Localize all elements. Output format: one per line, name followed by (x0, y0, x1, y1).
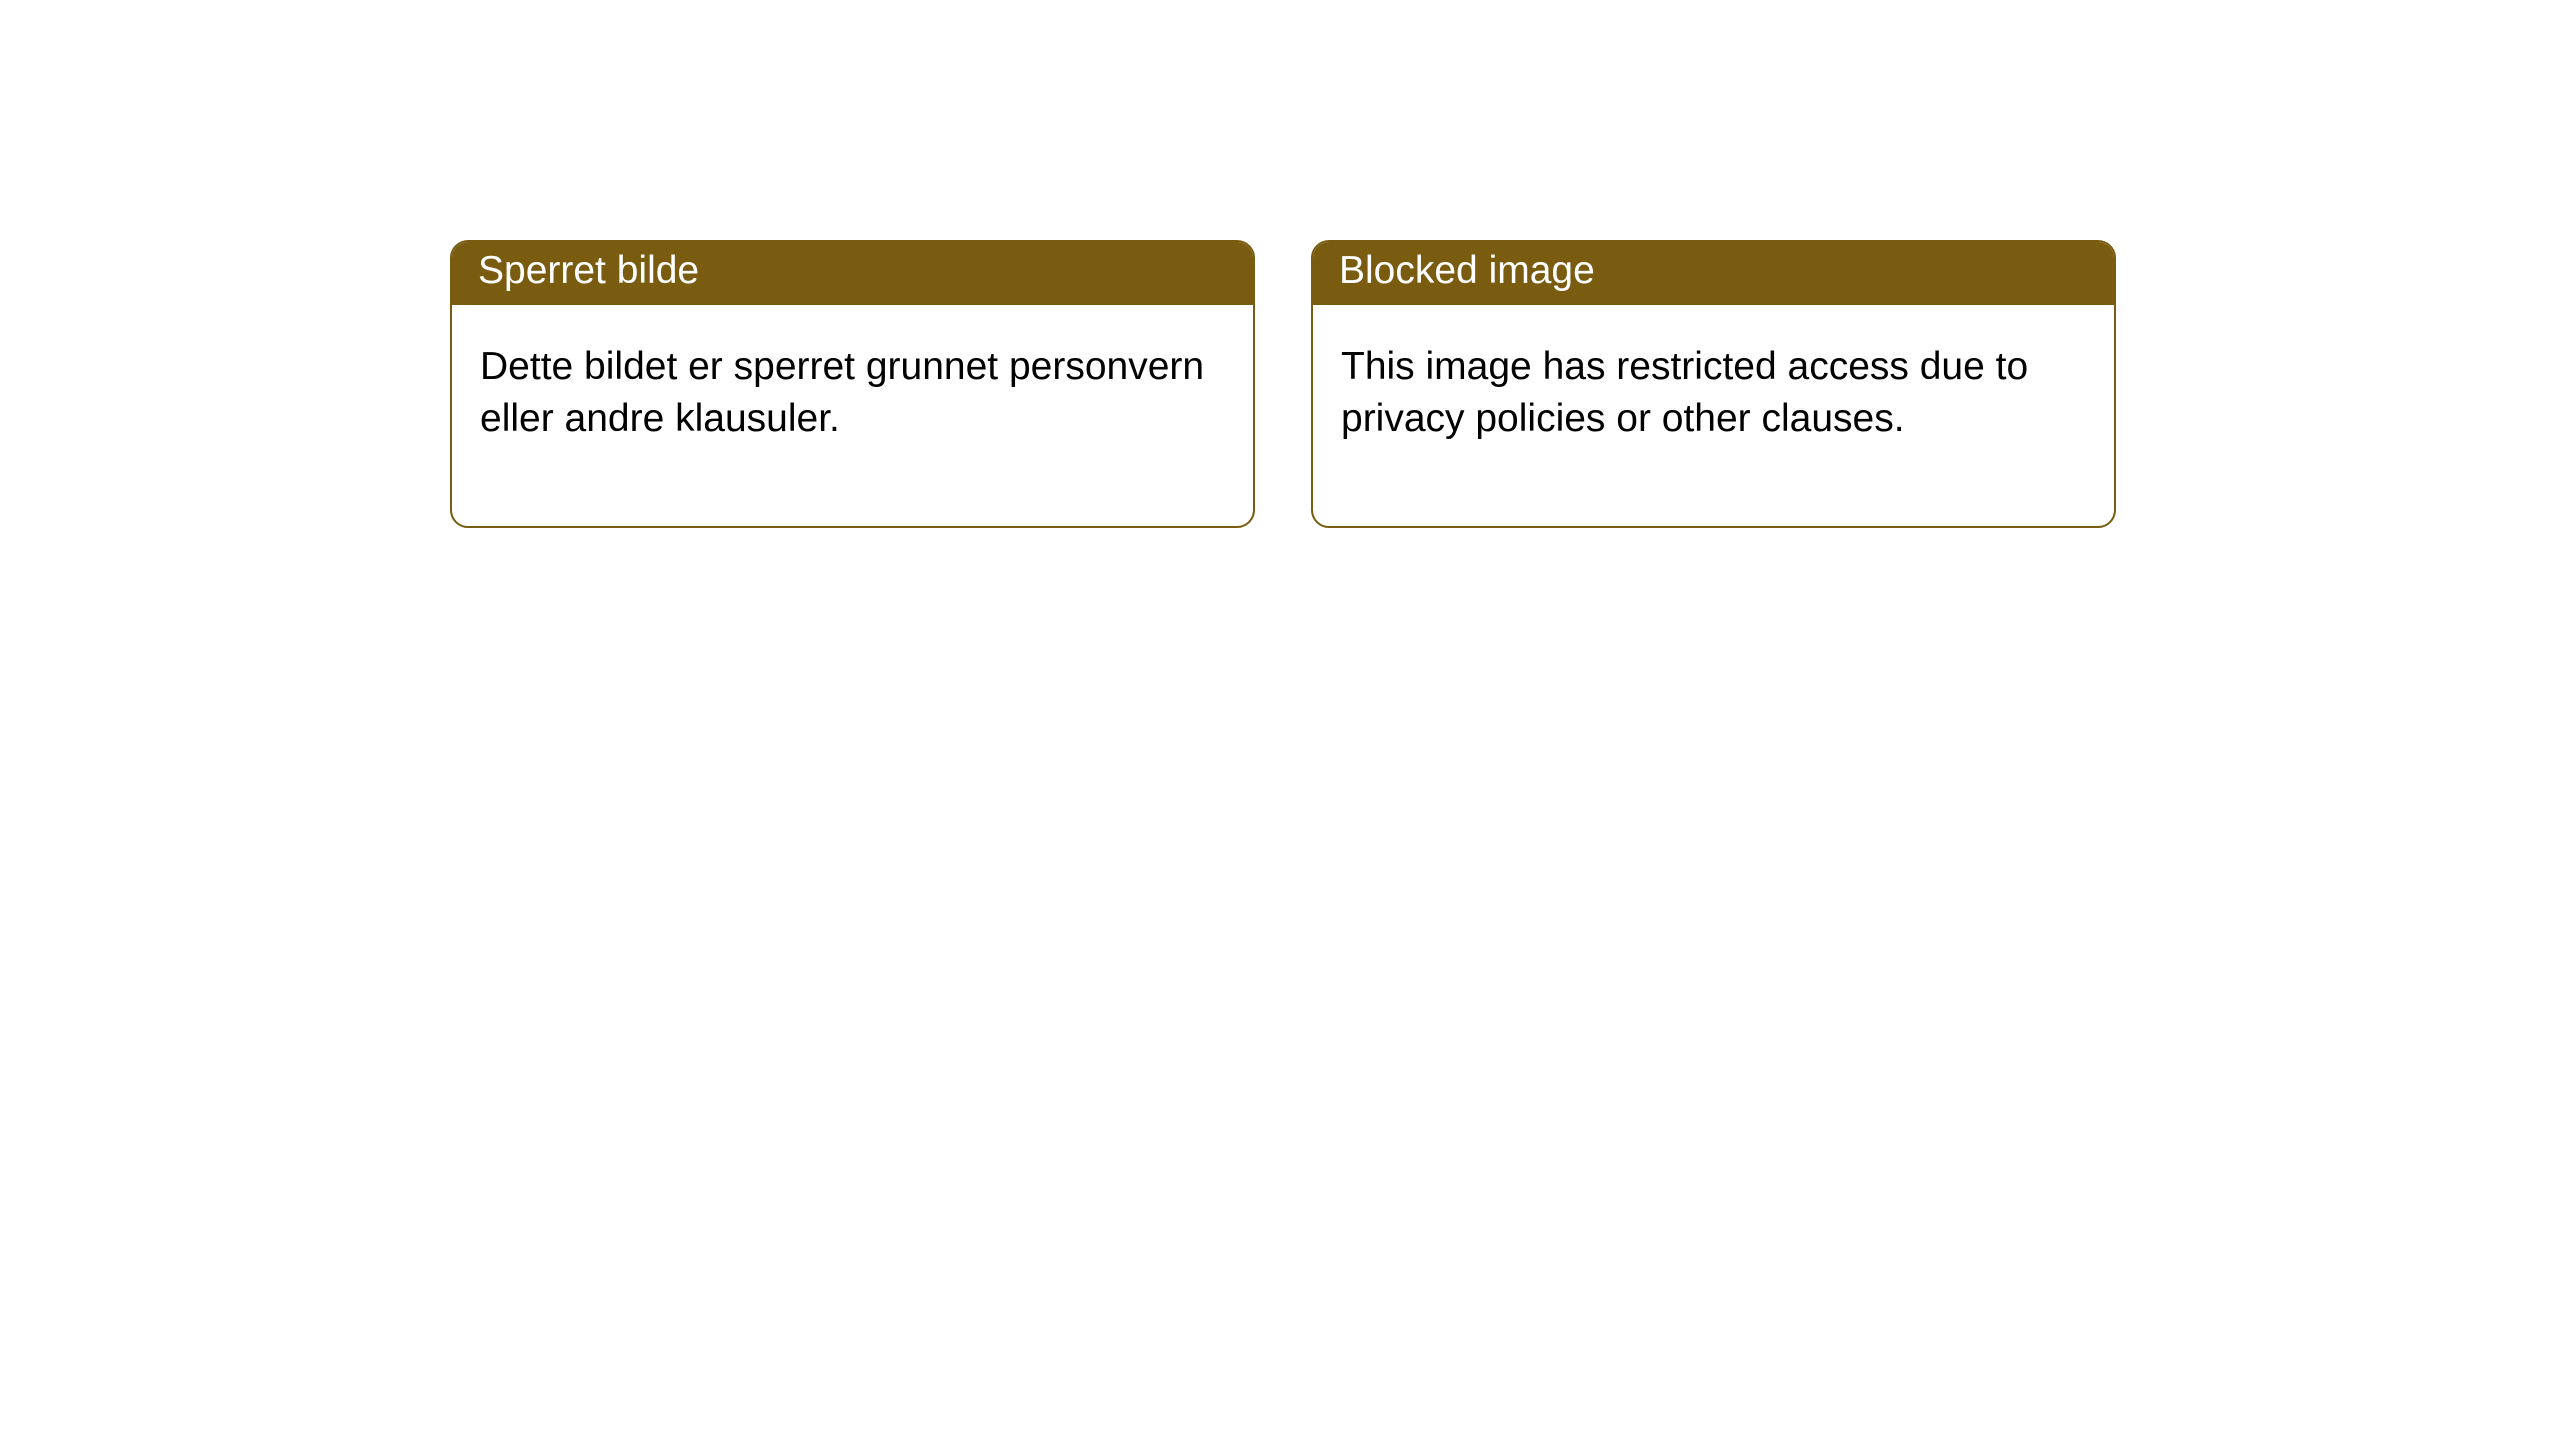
notice-title: Sperret bilde (452, 242, 1253, 305)
notice-container: Sperret bilde Dette bildet er sperret gr… (0, 0, 2560, 528)
notice-body: This image has restricted access due to … (1313, 305, 2114, 526)
notice-card-english: Blocked image This image has restricted … (1311, 240, 2116, 528)
notice-body: Dette bildet er sperret grunnet personve… (452, 305, 1253, 526)
notice-title: Blocked image (1313, 242, 2114, 305)
notice-card-norwegian: Sperret bilde Dette bildet er sperret gr… (450, 240, 1255, 528)
